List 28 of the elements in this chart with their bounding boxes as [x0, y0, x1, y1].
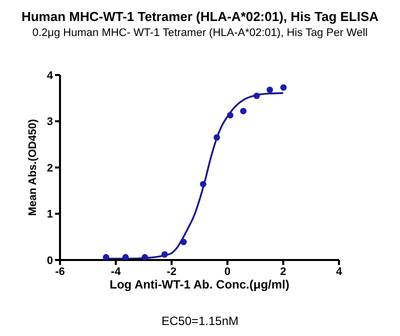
- point: [226, 112, 234, 118]
- chart-title: Human MHC-WT-1 Tetramer (HLA-A*02:01), His Tag ELISA: [20, 9, 380, 24]
- point: [280, 84, 287, 91]
- point: [180, 238, 187, 246]
- point: [142, 254, 148, 260]
- point: [122, 254, 129, 260]
- point: [161, 251, 168, 258]
- x-tick-label: 2: [280, 266, 286, 278]
- y-tick-label: 1: [46, 208, 53, 221]
- x-axis-title: Log Anti-WT-1 Ab. Conc.(μg/ml): [110, 278, 290, 292]
- point: [240, 108, 247, 114]
- point: [253, 92, 260, 100]
- x-tick-label: -2: [166, 266, 176, 278]
- chart-subtitle: 0.2μg Human MHC- WT-1 Tetramer (HLA-A*02:01), His Tag Per Well: [31, 27, 369, 39]
- y-tick-label: 2: [46, 162, 53, 174]
- point: [266, 86, 274, 93]
- x-tick-label: 4: [336, 266, 343, 278]
- x-tick-label: -6: [55, 266, 65, 278]
- point: [102, 254, 110, 260]
- text: EC50=1.15nM: [160, 314, 240, 328]
- x-tick-label: 0: [224, 266, 230, 278]
- point: [214, 134, 220, 141]
- point: [200, 180, 206, 188]
- y-tick-label: 0: [46, 254, 53, 267]
- y-tick-label: 3: [46, 116, 53, 128]
- y-tick-label: 4: [46, 70, 54, 82]
- x-tick-label: -4: [110, 266, 122, 278]
- y-axis-title: Mean Abs.(OD450): [26, 118, 39, 216]
